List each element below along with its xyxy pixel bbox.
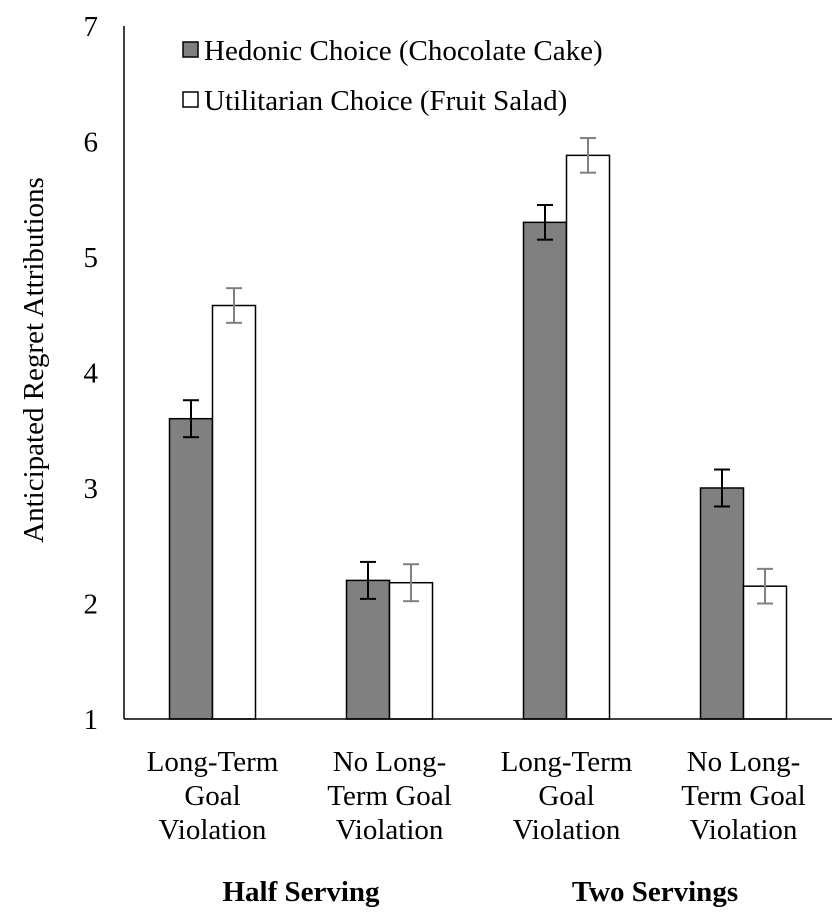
legend-label: Utilitarian Choice (Fruit Salad) [204, 85, 567, 117]
bar [388, 581, 434, 720]
x-category-label: No Long-Term Goal Violation [327, 746, 451, 846]
error-bar [360, 560, 376, 600]
error-bar [714, 468, 730, 508]
y-tick-label: 7 [84, 11, 99, 43]
x-category-label: No Long-Term Goal Violation [681, 746, 805, 846]
bars [168, 154, 788, 720]
y-tick-label: 4 [84, 358, 99, 390]
x-category-label: Long-Term Goal Violation [501, 746, 633, 846]
x-category-label: Long-Term Goal Violation [147, 746, 279, 846]
error-bars [183, 137, 773, 605]
bar [565, 154, 611, 720]
error-bar [580, 137, 596, 174]
error-bar [226, 287, 242, 324]
category-labels: Long-Term Goal Violation No Long-Term Goal V… [147, 746, 806, 846]
group-labels: Half Serving Two Servings [222, 876, 738, 908]
legend-swatch [182, 91, 199, 108]
y-tick-label: 6 [84, 127, 99, 159]
legend-label: Hedonic Choice (Chocolate Cake) [204, 35, 603, 67]
y-tick-label: 5 [84, 242, 99, 274]
bar [211, 304, 257, 720]
error-bar [403, 563, 419, 603]
error-bar [183, 399, 199, 439]
y-tick-label: 2 [84, 589, 99, 621]
error-bar [537, 204, 553, 241]
legend: Hedonic Choice (Chocolate Cake) Utilitari… [182, 35, 603, 117]
error-bar [757, 567, 773, 605]
y-tick-label: 3 [84, 473, 99, 505]
bar [699, 487, 745, 720]
y-tick-label: 1 [84, 704, 99, 736]
legend-swatch [182, 41, 199, 58]
bar [522, 221, 568, 720]
bar [742, 585, 788, 720]
y-axis-title: Anticipated Regret Attributions [18, 177, 50, 543]
group-label: Half Serving [222, 876, 380, 908]
y-axis-ticks: 1 2 3 4 5 6 7 [84, 11, 99, 736]
bar [345, 579, 391, 720]
group-label: Two Servings [572, 876, 738, 908]
bar [168, 417, 214, 720]
